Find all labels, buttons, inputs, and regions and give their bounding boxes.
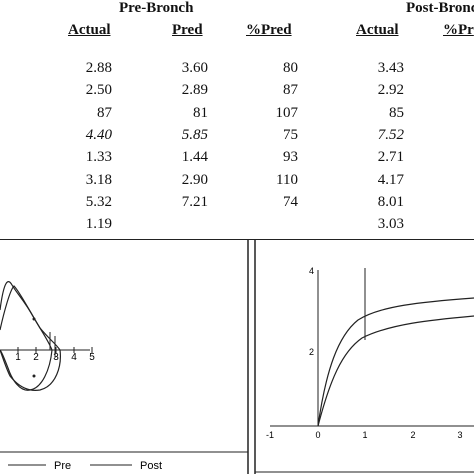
table-cell: 1.33: [85, 149, 112, 166]
x-tick-label: 5: [89, 352, 95, 363]
x-tick-label: 3: [457, 430, 462, 440]
table-cell: 3.60: [181, 60, 208, 76]
table-cell: 7.52: [377, 126, 404, 143]
table-cell: 5.32: [85, 193, 112, 210]
post-curve: [0, 285, 61, 391]
col-pct-pred-post: %Pr: [443, 22, 474, 38]
x-tick-label: 0: [315, 430, 320, 440]
pre-bronch-header: Pre-Bronch: [119, 0, 194, 16]
table-cell: 85: [389, 104, 404, 121]
x-tick-label: 2: [33, 352, 39, 363]
table-cell: 87: [97, 104, 112, 121]
flow-volume-plot: 1 2 3 4 5 Pre Post: [0, 240, 250, 474]
pre-curve: [317, 315, 474, 427]
table-cell: 8.01: [377, 193, 404, 210]
legend-pre-label: Pre: [54, 460, 71, 472]
col-actual-pre: Actual: [68, 22, 111, 38]
volume-time-plot: -1 0 1 2 3 4 2: [250, 240, 474, 474]
table-cell: 4.40: [85, 126, 112, 143]
table-cell: 110: [276, 171, 298, 188]
table-cell: 80: [283, 60, 298, 76]
x-tick-label: 1: [362, 430, 367, 440]
table-cell: 3.18: [85, 171, 112, 188]
table-cell: 1.19: [85, 216, 112, 233]
y-tick-label: 4: [309, 266, 314, 276]
x-tick-marks: [17, 347, 93, 353]
x-tick-label: -1: [266, 430, 274, 440]
table-cell: 93: [283, 149, 298, 166]
col-actual-post: Actual: [356, 22, 399, 38]
col-pred: Pred: [172, 22, 203, 38]
table-cell: 81: [193, 104, 208, 121]
table-cell: 74: [283, 193, 298, 210]
table-cell: 2.89: [181, 82, 208, 99]
table-cell: 87: [283, 82, 298, 99]
x-tick-label: 1: [15, 352, 21, 363]
x-tick-label: 4: [71, 352, 77, 363]
table-cell: 2.92: [377, 82, 404, 99]
table-cell: 2.71: [377, 149, 404, 166]
table-cell: 2.90: [181, 171, 208, 188]
table-cell: 2.88: [85, 60, 112, 76]
post-bronch-header: Post-Bronch: [406, 0, 474, 16]
table-cell: 3.43: [377, 60, 404, 76]
post-curve: [317, 297, 474, 427]
table-cell: 107: [275, 104, 299, 121]
table-cell: 5.85: [181, 126, 208, 143]
legend-post-label: Post: [140, 460, 162, 472]
pre-curve: [0, 281, 53, 391]
table-cell: 3.03: [377, 216, 404, 233]
table-cell: 7.21: [181, 193, 208, 210]
col-pct-pred: %Pred: [246, 22, 292, 38]
x-tick-label: 3: [53, 352, 59, 363]
table-cell: 1.44: [181, 149, 208, 166]
table-cell: 75: [283, 126, 298, 143]
table-cell: 2.50: [85, 82, 112, 99]
y-tick-label: 2: [309, 347, 314, 357]
table-cell: 4.17: [377, 171, 404, 188]
x-tick-label: 2: [410, 430, 415, 440]
